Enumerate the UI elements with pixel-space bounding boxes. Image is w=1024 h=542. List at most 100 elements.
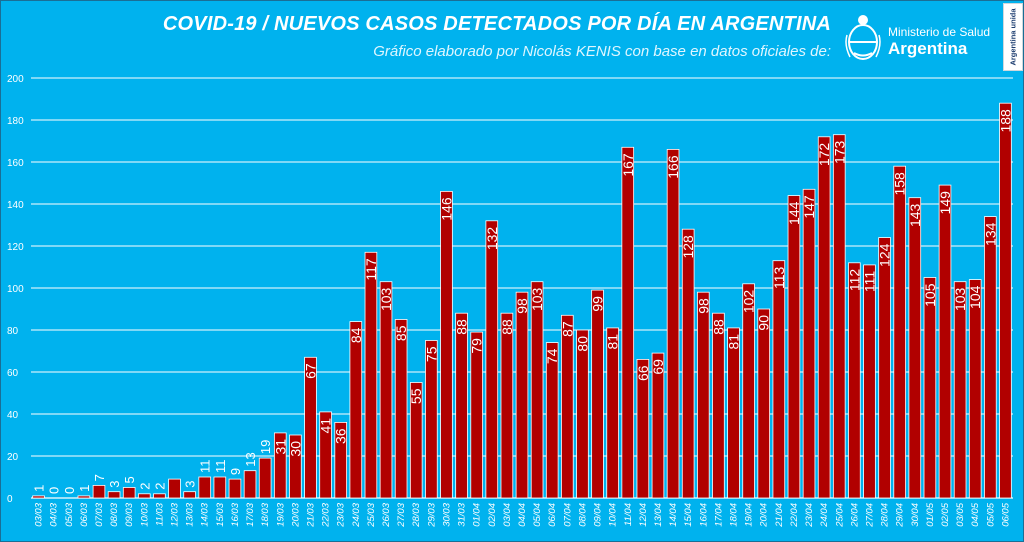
x-tick-label: 12/03: [170, 502, 181, 526]
bar: [425, 340, 438, 499]
data-label: 166: [665, 155, 681, 179]
y-tick-label: 200: [7, 74, 24, 85]
x-tick-label: 08/03: [109, 502, 120, 526]
x-tick-label: 13/03: [185, 502, 196, 526]
x-tick-label: 19/03: [275, 502, 286, 526]
data-label: 112: [846, 269, 862, 292]
data-label: 3: [183, 480, 198, 487]
data-label: 30: [287, 441, 303, 457]
bar: [727, 327, 740, 499]
data-label: 103: [529, 287, 545, 311]
bar: [77, 495, 91, 499]
x-tick-label: 16/03: [230, 502, 241, 526]
x-tick-label: 30/03: [441, 502, 452, 526]
x-tick-label: 03/03: [34, 502, 45, 526]
data-label: 7: [92, 474, 107, 481]
x-tick-label: 16/04: [698, 503, 709, 527]
x-tick-label: 03/05: [955, 502, 966, 526]
bar: [938, 184, 952, 499]
bars: [32, 102, 1012, 499]
bar: [772, 260, 786, 499]
data-label: 98: [514, 298, 530, 314]
x-tick-label: 18/04: [729, 503, 740, 527]
bar: [500, 312, 514, 499]
bar: [228, 478, 242, 499]
bar: [953, 281, 967, 499]
bar: [138, 493, 151, 499]
data-label: 11: [198, 460, 213, 474]
bar: [364, 251, 378, 499]
data-label: 1: [32, 485, 47, 492]
data-label: 103: [378, 287, 394, 311]
chart-title: COVID-19 / NUEVOS CASOS DETECTADOS POR D…: [162, 13, 831, 35]
data-label: 19: [258, 440, 273, 454]
data-label: 117: [363, 258, 379, 281]
bar: [561, 314, 574, 499]
x-tick-label: 31/03: [457, 502, 468, 526]
data-label: 74: [544, 348, 560, 364]
x-tick-label: 05/04: [532, 503, 543, 527]
bar: [681, 228, 695, 499]
bar: [32, 495, 45, 499]
data-label: 143: [907, 203, 923, 227]
data-label: 79: [469, 338, 485, 354]
bar: [349, 321, 363, 499]
bar: [394, 319, 408, 499]
data-label: 158: [892, 172, 908, 196]
x-tick-label: 21/04: [774, 503, 785, 528]
data-label: 90: [756, 315, 772, 331]
bar: [757, 308, 771, 499]
ministry-name: Ministerio de Salud: [888, 25, 991, 39]
bar: [289, 434, 302, 499]
x-tick-label: 08/04: [577, 503, 588, 527]
bar: [273, 432, 287, 499]
x-tick-label: 27/04: [864, 503, 875, 528]
x-tick-label: 12/04: [638, 503, 649, 527]
x-tick-label: 06/03: [79, 502, 90, 526]
data-label: 105: [922, 283, 938, 307]
data-label: 113: [771, 266, 787, 289]
bar: [515, 291, 529, 499]
x-tick-label: 04/03: [49, 502, 60, 526]
bar: [848, 262, 861, 499]
x-tick-label: 18/03: [260, 502, 271, 526]
bar: [92, 484, 106, 499]
data-label: 128: [680, 235, 696, 259]
x-tick-label: 26/04: [849, 503, 860, 528]
y-tick-label: 60: [7, 368, 19, 379]
x-tick-label: 04/05: [970, 502, 981, 526]
x-tick-label: 10/04: [608, 503, 619, 527]
data-label: 124: [877, 243, 893, 267]
x-axis-ticks: 03/03 04/03 05/03 06/03 07/03 08/03 09/03 10/03…: [34, 502, 1012, 527]
x-tick-label: 13/04: [653, 503, 664, 527]
bar: [319, 411, 332, 499]
bar: [334, 421, 347, 499]
bar: [379, 281, 393, 499]
x-tick-label: 24/03: [351, 502, 362, 527]
data-label: 173: [831, 140, 847, 164]
bar: [470, 331, 483, 499]
y-tick-label: 120: [7, 242, 24, 253]
x-tick-label: 22/03: [321, 502, 332, 527]
bar: [545, 342, 559, 499]
bar: [606, 327, 619, 499]
bar: [984, 216, 997, 499]
data-label: 103: [952, 287, 968, 311]
data-label: 147: [801, 195, 817, 219]
bar: [878, 237, 891, 499]
x-tick-label: 10/03: [139, 502, 150, 526]
x-tick-label: 07/04: [562, 503, 573, 527]
bar: [923, 277, 937, 499]
data-label: 81: [605, 334, 621, 350]
x-tick-label: 06/05: [1000, 502, 1011, 526]
data-label: 2: [137, 483, 152, 490]
x-tick-label: 15/03: [215, 502, 226, 526]
x-tick-label: 05/03: [64, 502, 75, 526]
x-tick-label: 17/03: [245, 502, 256, 526]
x-tick-label: 02/05: [940, 502, 951, 526]
data-label: 80: [574, 336, 590, 352]
x-tick-label: 23/04: [804, 503, 815, 528]
data-label: 87: [559, 321, 575, 337]
x-tick-label: 21/03: [305, 502, 316, 527]
